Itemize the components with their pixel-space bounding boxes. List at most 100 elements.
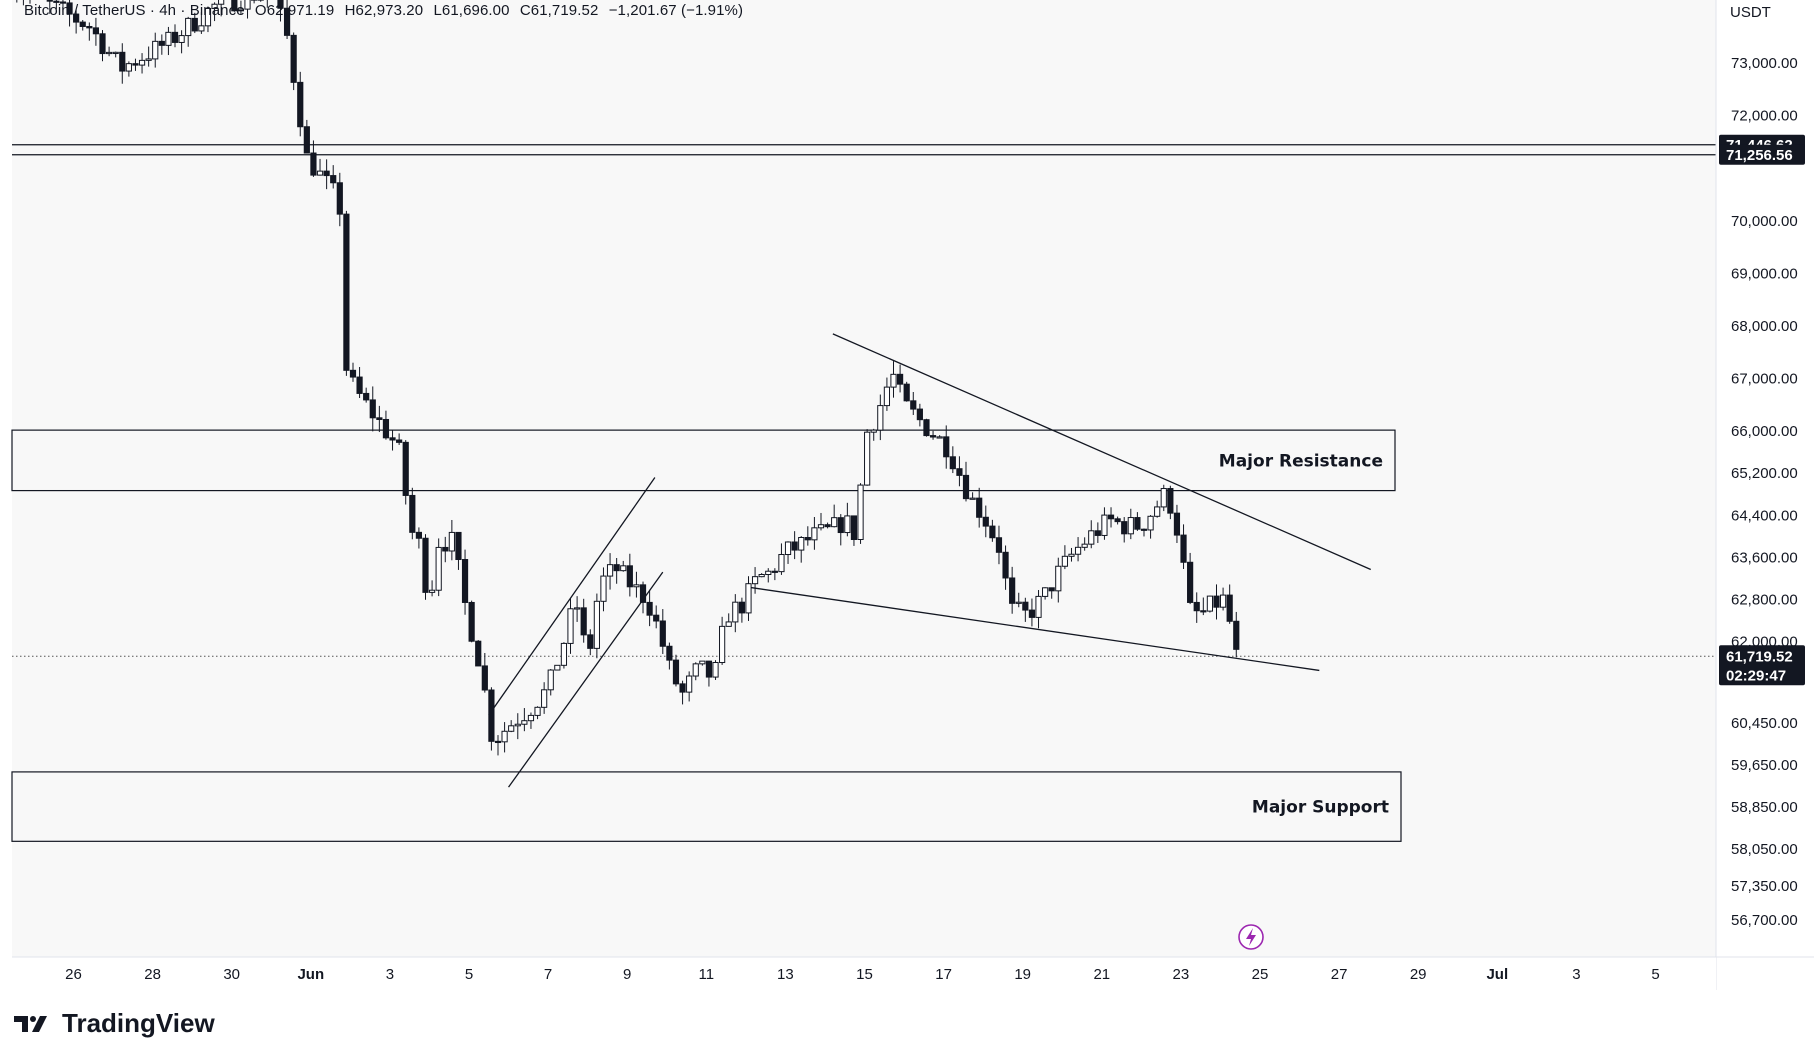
candle-body-up <box>179 36 184 43</box>
price-line-marker-label: 71,256.56 <box>1726 147 1793 164</box>
candle-body-up <box>726 622 731 626</box>
candle-body-down <box>957 469 962 476</box>
ohlc-open: O62,971.19 <box>255 2 334 19</box>
y-tick-label: 65,200.00 <box>1731 465 1798 482</box>
candle[interactable] <box>1207 596 1212 613</box>
candle-body-down <box>456 532 461 559</box>
candle[interactable] <box>858 483 863 544</box>
candle-body-down <box>1227 595 1232 621</box>
candle-body-up <box>594 601 599 648</box>
candle[interactable] <box>291 33 296 91</box>
candle-body-up <box>113 52 118 53</box>
axis-unit-label[interactable]: USDT <box>1730 4 1771 21</box>
candle-body-up <box>1043 588 1048 597</box>
candle[interactable] <box>469 601 474 643</box>
brand-name: TradingView <box>62 1008 215 1039</box>
candle[interactable] <box>410 488 415 540</box>
y-tick-label: 70,000.00 <box>1731 213 1798 230</box>
candle[interactable] <box>436 538 441 596</box>
candle-body-down <box>304 127 309 153</box>
candle-body-down <box>192 18 197 31</box>
candle-body-down <box>1010 578 1015 603</box>
candle-body-down <box>1201 611 1206 612</box>
candle-body-down <box>120 52 125 71</box>
candle-body-down <box>990 526 995 538</box>
candle-body-down <box>1115 519 1120 522</box>
candle-body-up <box>1102 515 1107 535</box>
candle-body-down <box>1049 588 1054 591</box>
candle-body-up <box>561 643 566 665</box>
last-price-label: 61,719.52 <box>1726 648 1793 665</box>
candle[interactable] <box>489 687 494 750</box>
candle[interactable] <box>904 382 909 402</box>
flash-icon[interactable] <box>1239 925 1263 949</box>
x-tick-label: 28 <box>144 966 161 983</box>
ohlc-low: L61,696.00 <box>433 2 509 19</box>
candle[interactable] <box>561 642 566 668</box>
candle-body-down <box>1181 535 1186 562</box>
y-tick-label: 63,600.00 <box>1731 549 1798 566</box>
candle[interactable] <box>865 429 870 486</box>
y-tick-label: 69,000.00 <box>1731 265 1798 282</box>
candle[interactable] <box>555 665 560 670</box>
candle-body-up <box>522 721 527 725</box>
candle-body-up <box>832 518 837 527</box>
candle-body-up <box>542 690 547 708</box>
candle[interactable] <box>924 419 929 437</box>
candle-body-up <box>106 52 111 53</box>
candle-body-down <box>469 602 474 641</box>
candle-body-up <box>937 437 942 438</box>
candle[interactable] <box>1161 485 1166 511</box>
candle[interactable] <box>476 640 481 666</box>
candle-body-down <box>100 34 105 54</box>
candle-body-up <box>429 590 434 592</box>
candle-body-up <box>1056 566 1061 591</box>
candle-body-up <box>199 26 204 31</box>
candle[interactable] <box>594 594 599 659</box>
candle-countdown-label: 02:29:47 <box>1726 667 1786 684</box>
candle-body-up <box>970 498 975 499</box>
candle-body-down <box>331 176 336 183</box>
candle-body-down <box>640 585 645 603</box>
candle-body-up <box>436 547 441 590</box>
candle[interactable] <box>713 660 718 680</box>
candle-body-down <box>495 741 500 742</box>
candle-body-down <box>1214 596 1219 607</box>
candle-body-up <box>146 59 151 60</box>
y-tick-label: 73,000.00 <box>1731 55 1798 72</box>
y-tick-label: 59,650.00 <box>1731 757 1798 774</box>
candle-body-down <box>370 400 375 418</box>
y-tick-label: 57,350.00 <box>1731 878 1798 895</box>
candle-body-down <box>654 615 659 621</box>
candle-body-up <box>621 566 626 571</box>
candle-body-down <box>416 532 421 538</box>
candle-body-down <box>838 518 843 533</box>
candle-body-down <box>930 436 935 437</box>
candle-body-up <box>528 715 533 720</box>
tradingview-logo[interactable]: TradingView <box>14 1008 215 1039</box>
candle-body-down <box>1168 489 1173 514</box>
x-tick-label: Jun <box>297 966 324 983</box>
candle-body-down <box>291 35 296 82</box>
candle-body-up <box>693 664 698 676</box>
x-tick-label: 21 <box>1093 966 1110 983</box>
y-tick-label: 68,000.00 <box>1731 318 1798 335</box>
candle-body-down <box>423 538 428 592</box>
candle-body-down <box>944 437 949 457</box>
y-tick-label: 72,000.00 <box>1731 108 1798 125</box>
symbol-name[interactable]: Bitcoin / TetherUS · 4h · Binance <box>24 2 245 19</box>
x-tick-label: 30 <box>223 966 240 983</box>
candle-body-up <box>1128 518 1133 534</box>
candle[interactable] <box>423 534 428 600</box>
y-tick-label: 66,000.00 <box>1731 423 1798 440</box>
candle-body-up <box>153 41 158 59</box>
y-tick-label: 58,050.00 <box>1731 841 1798 858</box>
candle-body-up <box>759 574 764 576</box>
candle[interactable] <box>403 440 408 504</box>
candle[interactable] <box>344 211 349 376</box>
x-tick-label: 9 <box>623 966 631 983</box>
candle-body-down <box>1029 610 1034 617</box>
candle-body-down <box>627 566 632 587</box>
